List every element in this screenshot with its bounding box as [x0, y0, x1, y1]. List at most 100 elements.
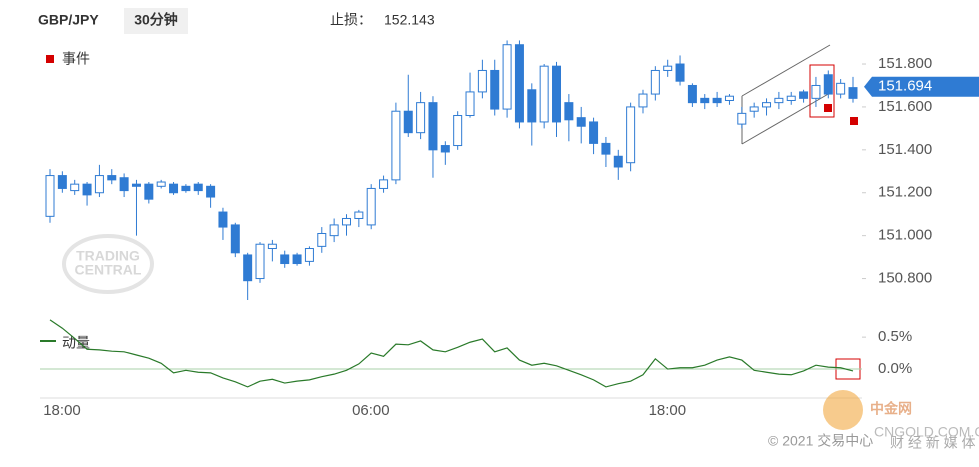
x-tick-label: 06:00 [352, 402, 390, 419]
candle-body [589, 121, 599, 144]
candle-body [280, 254, 290, 265]
candle-body [82, 183, 92, 196]
candle-body [786, 95, 796, 101]
candle-body [107, 175, 117, 181]
candle-body [57, 175, 67, 189]
highlight-box [809, 64, 835, 118]
y-tick-label: 0.5% [878, 328, 912, 345]
candle-body [292, 254, 302, 265]
candle-body [317, 232, 327, 247]
candle-body [119, 177, 129, 192]
candle-body [131, 183, 141, 187]
candle-body [601, 142, 611, 155]
watermark: TRADING [76, 248, 140, 264]
candle-body [453, 115, 463, 147]
candle-body [836, 82, 846, 95]
candle-body [724, 95, 734, 101]
stop-loss-label: 止损： [330, 12, 372, 28]
y-tick-label: 151.400 [878, 141, 932, 158]
price-tag-label: 151.694 [878, 78, 932, 95]
candle-body [650, 69, 660, 95]
candle-body [811, 84, 821, 99]
interval-badge[interactable] [124, 8, 188, 34]
logo-mark [823, 390, 863, 430]
y-tick-label: 0.0% [878, 360, 912, 377]
candle-body [613, 155, 623, 168]
candle-body [626, 106, 636, 164]
candle-body [440, 145, 450, 153]
candle-body [70, 183, 80, 192]
candle-body [218, 211, 228, 228]
watermark: CENTRAL [75, 262, 142, 278]
candle-body [267, 243, 277, 250]
logo-tag: 财 经 新 媒 体 [890, 435, 976, 451]
legend-swatch [46, 55, 54, 63]
y-tick-label: 151.200 [878, 184, 932, 201]
candle-body [823, 74, 833, 95]
candle-body [762, 102, 772, 108]
candle-body [576, 117, 586, 127]
candle-body [477, 69, 487, 93]
momentum-line [49, 319, 854, 388]
candle-body [94, 175, 104, 194]
candle-body [206, 185, 216, 198]
candle-body [712, 97, 722, 104]
candle-body [169, 183, 179, 194]
channel-line [741, 92, 831, 145]
y-tick-label: 151.000 [878, 227, 932, 244]
y-tick-label: 150.800 [878, 270, 932, 287]
channel-line [741, 44, 831, 97]
logo: 中金网 [870, 401, 912, 417]
event-marker[interactable] [824, 104, 832, 112]
candle-body [749, 106, 759, 112]
candle-body [45, 175, 55, 217]
candle-body [156, 181, 166, 187]
candle-body [799, 91, 809, 99]
legend: 事件 [62, 51, 90, 67]
candle-body [490, 69, 500, 110]
candle-body [403, 110, 413, 134]
event-marker[interactable] [850, 117, 858, 125]
candle-body [230, 224, 240, 254]
candle-body [329, 224, 339, 237]
candle-body [774, 97, 784, 104]
stop-loss: 152.143 [384, 12, 435, 28]
candle-body [341, 217, 351, 226]
candle-body [564, 102, 574, 121]
candle-body [255, 243, 265, 280]
candle-body [527, 89, 537, 123]
logo-sub: CNGOLD.COM.CN [874, 424, 979, 440]
watermark-ring [62, 234, 154, 294]
price-tag [864, 76, 979, 97]
candle-body [663, 65, 673, 71]
candle-body [379, 179, 389, 189]
candle-body [144, 183, 154, 200]
candle-body [243, 254, 253, 282]
interval[interactable]: 30分钟 [134, 12, 178, 28]
y-tick-label: 151.600 [878, 98, 932, 115]
candle-body [737, 112, 747, 125]
candle-body [181, 185, 191, 192]
candle-body [428, 102, 438, 151]
candle-body [638, 93, 648, 108]
x-tick-label: 18:00 [43, 402, 81, 419]
legend: 动量 [62, 335, 90, 351]
candle-body [391, 110, 401, 181]
candle-body [687, 84, 697, 104]
candle-body [366, 187, 376, 226]
candle-body [552, 65, 562, 123]
candle-body [700, 97, 710, 104]
symbol: GBP/JPY [38, 12, 99, 28]
copyright: © 2021 交易中心 [768, 433, 873, 449]
candle-body [539, 65, 549, 123]
candle-body [514, 44, 524, 123]
y-tick-label: 151.800 [878, 55, 932, 72]
candle-body [304, 248, 314, 262]
x-tick-label: 18:00 [649, 402, 687, 419]
candle-body [354, 211, 364, 219]
candle-body [502, 44, 512, 110]
candle-body [675, 63, 685, 82]
candle-body [465, 91, 475, 117]
candle-body [416, 102, 426, 134]
